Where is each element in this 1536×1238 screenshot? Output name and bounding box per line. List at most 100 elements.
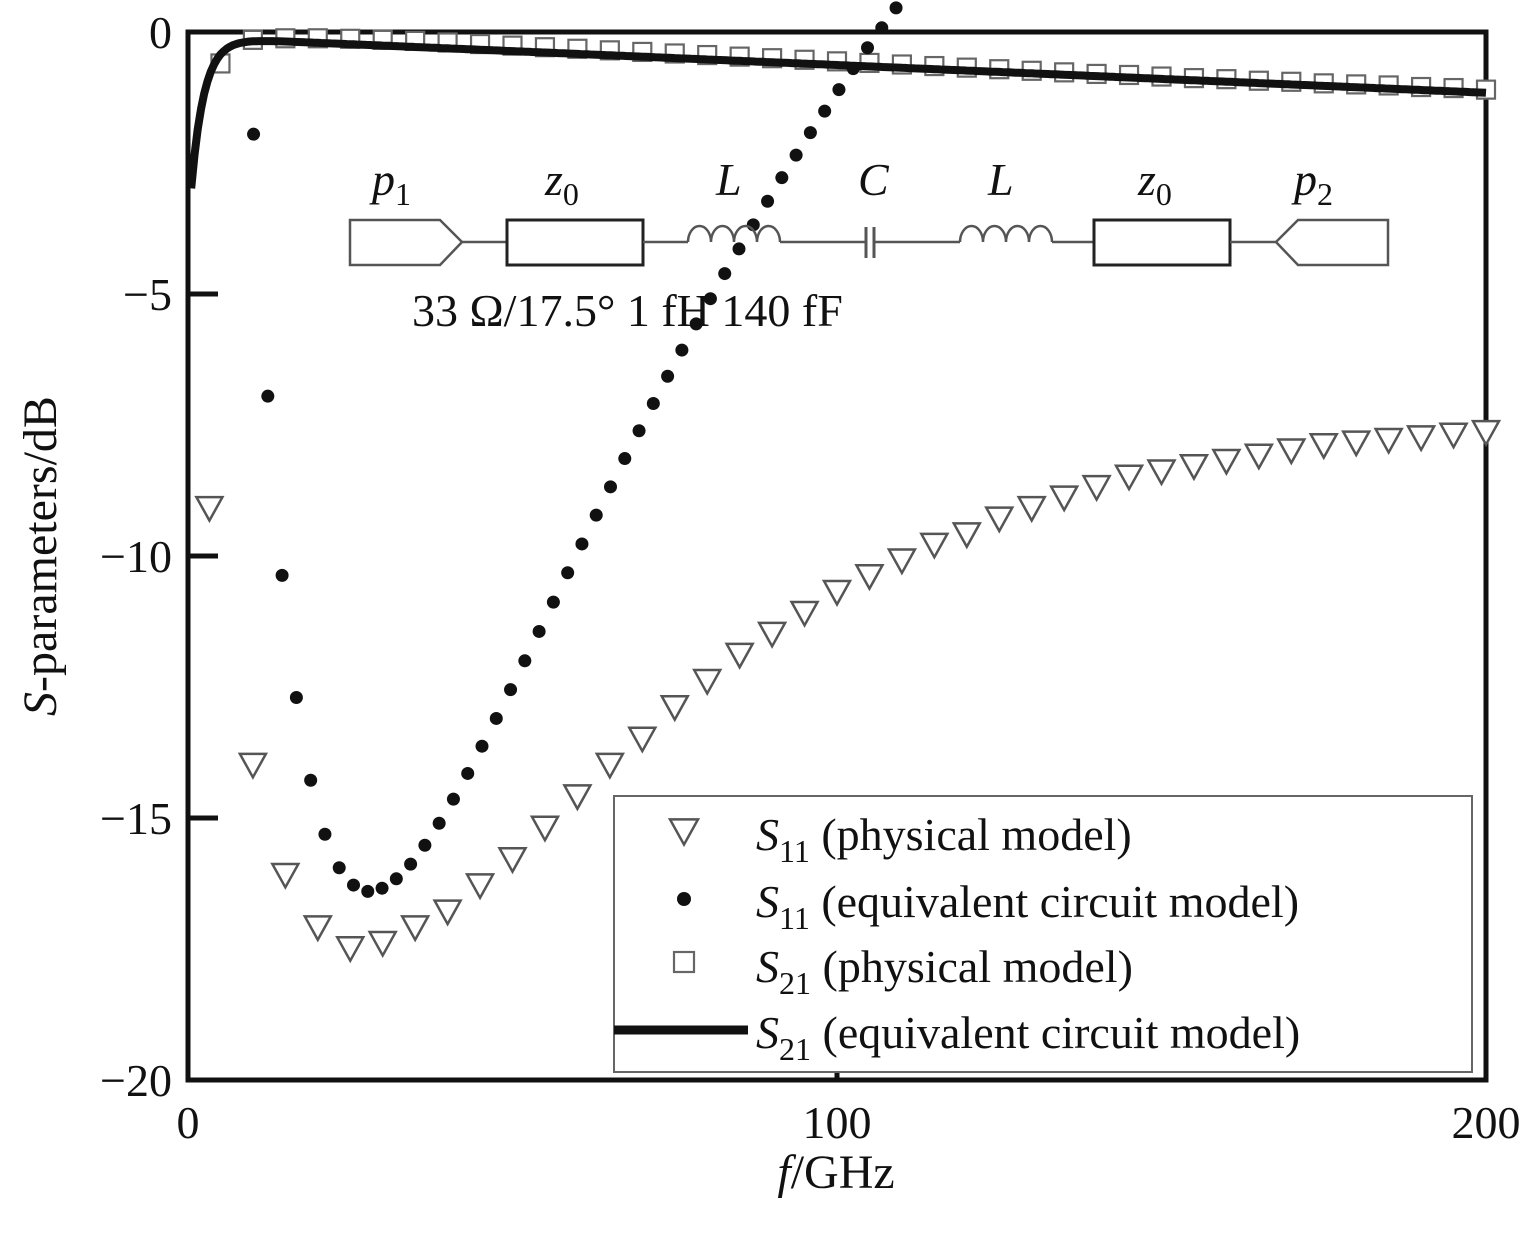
s11-circuit-point	[789, 148, 803, 162]
y-tick-label: −10	[100, 531, 172, 582]
s11-physical-point	[529, 815, 561, 843]
s11-circuit-point	[732, 242, 746, 256]
legend-label-symbol: S	[756, 809, 779, 860]
s11-physical-point	[335, 936, 366, 964]
s11-circuit-point	[846, 62, 860, 76]
legend-marker-square	[672, 950, 696, 974]
s11-physical-point	[1438, 422, 1469, 450]
x-tick-label: 200	[1452, 1097, 1521, 1148]
s11-circuit-point	[646, 397, 660, 411]
s11-physical-point	[886, 548, 918, 576]
s11-physical-point	[854, 564, 885, 592]
s11-physical-point	[692, 668, 723, 697]
s11-physical-point	[821, 579, 853, 607]
inductor-left-symbol	[686, 224, 782, 243]
s11-circuit-point	[561, 566, 575, 580]
s11-physical-point	[1276, 438, 1307, 466]
s11-physical-point	[659, 695, 690, 723]
legend-label-text: (equivalent circuit model)	[811, 1007, 1300, 1058]
s11-circuit-point	[761, 194, 775, 208]
s11-circuit-point	[318, 827, 332, 841]
label-inductor-right: L	[987, 154, 1014, 205]
legend-label-symbol: S	[756, 1007, 779, 1058]
s11-physical-point	[400, 915, 431, 943]
legend-label: S11 (equivalent circuit model)	[756, 876, 1299, 936]
s11-physical-point	[789, 600, 820, 628]
s11-physical-point	[1373, 427, 1404, 455]
s11-physical-point	[1178, 453, 1210, 482]
s11-physical-point	[1113, 464, 1145, 492]
legend-label-subscript: 11	[779, 900, 810, 936]
s11-circuit-point	[661, 369, 675, 383]
legend-label-symbol: S	[756, 876, 779, 927]
s11-physical-point	[1405, 425, 1437, 453]
y-tick-label: 0	[149, 7, 172, 58]
line-z0-left-symbol	[505, 218, 645, 267]
circuit-diagram: p1 z0 L C L z0 p2 33 Ω/17.5° 1 fH 140 fF	[348, 154, 1390, 336]
s11-circuit-point	[618, 452, 632, 466]
s11-circuit-point	[889, 1, 903, 15]
port-p2-symbol	[1274, 218, 1390, 267]
legend-label: S11 (physical model)	[756, 809, 1132, 869]
s11-circuit-point	[818, 104, 832, 118]
legend-label-subscript: 21	[779, 965, 811, 1001]
s11-physical-point	[951, 522, 982, 550]
s11-physical-point	[984, 506, 1015, 534]
legend-label-text: (equivalent circuit model)	[810, 876, 1299, 927]
legend-label-text: (physical model)	[810, 809, 1132, 860]
s11-physical-point	[1243, 443, 1274, 471]
s11-circuit-point	[304, 773, 318, 787]
inductor-right-symbol	[958, 224, 1054, 243]
s11-circuit-point	[532, 624, 546, 638]
s11-circuit-point	[375, 881, 389, 895]
line-z0-right-symbol	[1092, 218, 1232, 267]
legend-marker-dot	[677, 892, 691, 906]
s11-circuit-point	[603, 480, 617, 494]
s11-circuit-point	[589, 508, 603, 522]
label-z0-right: z0	[1137, 154, 1172, 212]
s11-physical-point	[497, 846, 528, 875]
s11-circuit-point	[289, 690, 303, 704]
legend: S11 (physical model)S11 (equivalent circ…	[613, 795, 1473, 1073]
s11-physical-point	[464, 873, 496, 901]
s11-circuit-point	[675, 343, 689, 357]
s11-circuit-point	[389, 872, 403, 886]
port-p1-symbol	[348, 218, 464, 267]
s11-physical-point	[194, 495, 225, 524]
s11-circuit-point	[275, 568, 289, 582]
s11-physical-point	[1016, 495, 1047, 524]
s11-circuit-point	[775, 171, 789, 185]
s11-circuit-point	[446, 792, 460, 806]
legend-label: S21 (physical model)	[756, 941, 1133, 1001]
s11-circuit-point	[332, 861, 346, 875]
y-axis-ticks: 0 −5 −10 −15 −20	[100, 7, 218, 1106]
s11-physical-point	[270, 862, 301, 890]
y-axis-title: S-parameters/dB	[14, 396, 67, 716]
s11-physical-point	[1341, 430, 1372, 458]
s11-physical-point	[594, 752, 625, 780]
s11-circuit-point	[832, 83, 846, 97]
y-tick-label: −20	[100, 1055, 172, 1106]
series-s11-physical	[194, 419, 1502, 964]
s11-circuit-point	[575, 537, 589, 551]
s11-circuit-point	[546, 595, 560, 609]
legend-marker-triangle	[667, 818, 701, 848]
s21-circuit-line	[187, 37, 1487, 189]
s11-physical-point	[1081, 474, 1112, 503]
legend-label-subscript: 21	[779, 1031, 811, 1067]
s11-physical-point	[724, 642, 755, 670]
x-axis-ticks: 0 100 200	[177, 1050, 1521, 1148]
s11-circuit-point	[247, 127, 261, 141]
s11-circuit-point	[803, 126, 817, 140]
y-tick-label: −15	[100, 793, 172, 844]
label-p2: p2	[1291, 154, 1333, 212]
label-inductor-left: L	[715, 154, 742, 205]
s11-physical-point	[1049, 485, 1080, 513]
y-tick-label: −5	[123, 269, 172, 320]
s11-circuit-point	[689, 317, 703, 331]
s11-physical-point	[1146, 459, 1177, 487]
s11-physical-point	[1470, 419, 1502, 448]
s11-physical-point	[919, 532, 950, 560]
s11-circuit-point	[404, 857, 418, 871]
s11-physical-point	[756, 621, 788, 649]
